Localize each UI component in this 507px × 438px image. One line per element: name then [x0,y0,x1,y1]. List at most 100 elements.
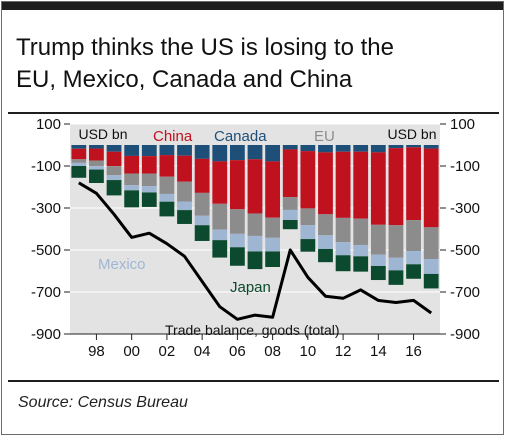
bar-eu-2000 [124,173,140,186]
bar-eu-2006 [229,209,245,234]
bar-canada-2015 [388,145,404,149]
bar-china-2000 [124,155,140,174]
bar-mexico-2011 [318,235,333,249]
bar-eu-2007 [247,213,263,236]
bar-eu-2008 [265,217,281,238]
bar-china-2010 [300,151,316,209]
xtick-label: 10 [300,343,317,358]
bar-japan-2011 [318,248,333,263]
title-line-1: Trump thinks the US is losing to the [16,34,394,61]
bar-china-1997 [71,148,87,160]
bar-eu-1997 [71,159,87,163]
bar-china-2014 [370,152,386,225]
bar-china-1999 [106,151,122,167]
bar-china-2012 [335,151,351,218]
bar-japan-1998 [89,169,104,184]
bar-mexico-1998 [89,166,104,170]
bar-china-2017 [423,148,439,228]
bar-canada-2017 [423,145,439,149]
bar-japan-2006 [229,247,245,266]
xtick-label: 98 [88,343,105,358]
bar-eu-2013 [353,218,369,245]
bar-china-1998 [89,148,104,161]
bar-japan-2004 [194,225,210,241]
xtick-label: 08 [264,343,281,358]
bar-eu-2009 [282,197,298,210]
bar-canada-2011 [318,145,333,153]
bar-japan-2002 [159,201,175,217]
xtick-label: 02 [159,343,176,358]
bar-mexico-1997 [71,162,87,166]
ytick-label-right: -500 [450,242,480,259]
xtick-label: 16 [405,343,422,358]
bar-canada-2006 [229,145,245,161]
bar-mexico-2014 [370,254,386,266]
bar-canada-2016 [406,145,421,148]
bar-japan-2010 [300,239,316,252]
bar-japan-2005 [212,240,228,258]
bar-canada-2004 [194,145,210,159]
legend-eu: EU [314,128,335,145]
bar-china-2015 [388,148,404,226]
bar-mexico-2002 [159,193,175,202]
ylabel-right: USD bn [387,126,436,142]
bar-canada-2003 [177,145,192,156]
bar-canada-2002 [159,145,175,156]
bar-canada-2008 [265,145,281,162]
ytick-label-left: -300 [31,200,61,217]
bar-eu-2003 [177,181,192,202]
bar-canada-2007 [247,145,263,160]
ytick-label-left: -700 [31,284,61,301]
bar-mexico-2008 [265,237,281,252]
bar-canada-1999 [106,145,122,152]
ytick-label-left: -100 [31,158,61,175]
bar-china-2006 [229,160,245,210]
bar-china-2013 [353,151,369,219]
legend-canada: Canada [214,128,267,145]
bar-china-2003 [177,155,192,182]
bar-china-2011 [318,152,333,215]
source-separator [8,380,499,382]
ytick-label-right: -300 [450,200,480,217]
source-note: Source: Census Bureau [18,394,188,411]
bar-mexico-1999 [106,175,122,181]
ytick-label-right: -100 [450,158,480,175]
bar-canada-2001 [141,145,157,157]
legend-china: China [153,128,193,145]
bar-japan-2008 [265,251,281,268]
bar-japan-2014 [370,265,386,281]
bar-mexico-2006 [229,233,245,248]
xtick-label: 06 [229,343,246,358]
line-series-label: Trade balance, goods (total) [165,322,340,338]
bar-mexico-2016 [406,251,421,265]
bar-eu-1998 [89,160,104,167]
bar-japan-2003 [177,210,192,224]
bar-eu-2005 [212,203,228,230]
bar-japan-2013 [353,256,369,272]
ytick-label-left: -500 [31,242,61,259]
bar-mexico-2009 [282,209,298,220]
bar-japan-2007 [247,251,263,270]
bar-canada-2012 [335,145,351,152]
bar-japan-2009 [282,219,298,230]
bar-japan-1999 [106,180,122,196]
bar-mexico-2013 [353,244,369,257]
bar-canada-2005 [212,145,228,162]
bar-mexico-2010 [300,225,316,240]
bar-japan-1997 [71,166,87,178]
bar-mexico-2005 [212,229,228,241]
xtick-label: 04 [194,343,211,358]
bar-mexico-2012 [335,242,351,256]
bar-mexico-2007 [247,235,263,252]
bar-china-2004 [194,158,210,193]
bar-china-2016 [406,147,421,221]
bar-canada-2013 [353,145,369,152]
bar-china-2002 [159,155,175,177]
trade-balance-line [78,181,433,321]
chart-area: 100 100 -100 -100 -300 -300 -500 -500 -700 -700 -9… [31,116,480,358]
bar-mexico-2003 [177,201,192,211]
bar-japan-2017 [423,273,439,289]
ytick-label-right: -900 [450,326,480,343]
ylabel-left: USD bn [78,126,127,142]
bar-japan-2012 [335,255,351,272]
